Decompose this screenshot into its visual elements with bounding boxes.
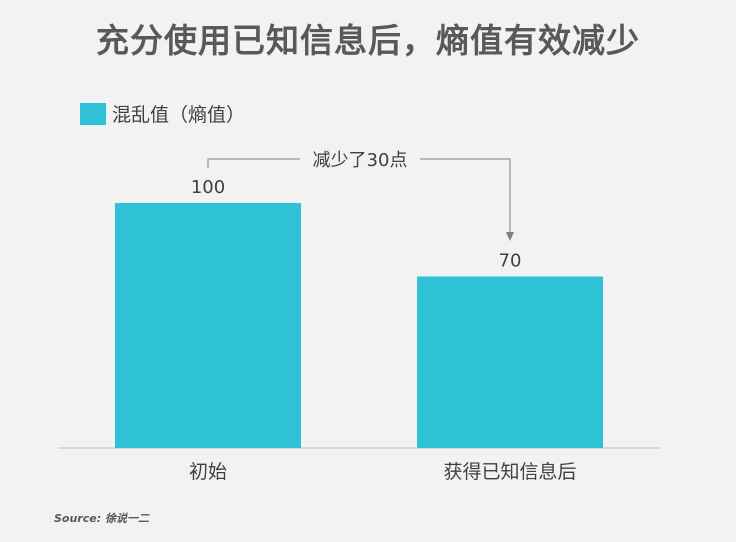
legend-swatch xyxy=(80,102,106,125)
bar-获得已知信息后 xyxy=(417,276,603,448)
legend: 混乱值（熵值） xyxy=(80,100,245,127)
x-tick-label: 获得已知信息后 xyxy=(443,461,576,483)
source-note: Source: 徐说一二 xyxy=(54,512,149,525)
annotation-arrowhead xyxy=(506,232,514,241)
annotation-line-right xyxy=(420,158,511,232)
bar-初始 xyxy=(115,203,301,448)
data-label: 100 xyxy=(191,177,225,198)
x-tick-label: 初始 xyxy=(189,461,227,483)
annotation-label: 减少了30点 xyxy=(313,150,408,171)
legend-label: 混乱值（熵值） xyxy=(112,104,246,126)
chart-title: 充分使用已知信息后，熵值有效减少 xyxy=(96,21,640,60)
annotation-line-left xyxy=(207,158,300,168)
data-label: 70 xyxy=(499,251,522,272)
